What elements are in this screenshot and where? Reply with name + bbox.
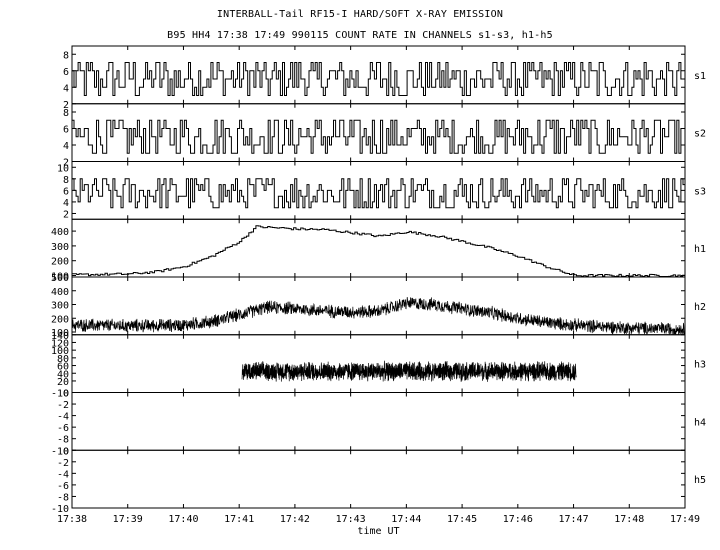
- y-tick-label-h1: 100: [51, 272, 69, 283]
- y-tick-label-h3: 60: [57, 362, 69, 373]
- y-tick-label-h2: 100: [51, 328, 69, 339]
- series-s1: [72, 62, 685, 96]
- y-tick-label-h2: 200: [51, 314, 69, 325]
- chart-title: INTERBALL-Tail RF15-I HARD/SOFT X-RAY EM…: [216, 9, 504, 20]
- y-tick-label-h5: -10: [51, 504, 69, 515]
- x-tick-label: 17:46: [503, 514, 533, 525]
- y-tick-label-h3: -10: [51, 389, 69, 400]
- y-tick-label-h2: 500: [51, 273, 69, 284]
- y-tick-label-h3: 20: [57, 377, 69, 388]
- x-tick-label: 17:44: [391, 514, 421, 525]
- panel-frame-h1: [71, 218, 686, 278]
- y-tick-label-s2: 8: [63, 108, 69, 119]
- y-tick-label-h2: 300: [51, 301, 69, 312]
- y-tick-label-s3: 4: [63, 198, 69, 209]
- y-tick-label-h3: 120: [51, 338, 69, 349]
- x-axis-label: time UT: [357, 526, 399, 537]
- y-tick-label-h3: 80: [57, 354, 69, 365]
- y-tick-label-s1: 4: [63, 83, 69, 94]
- y-tick-label-h4: -2: [57, 400, 69, 411]
- x-tick-label: 17:47: [558, 514, 588, 525]
- y-tick-label-h3: 100: [51, 346, 69, 357]
- y-tick-label-h4: -6: [57, 423, 69, 434]
- y-tick-label-h1: 200: [51, 257, 69, 268]
- y-tick-label-h4: -4: [57, 412, 69, 423]
- panel-label-h3: h3: [694, 360, 706, 371]
- panel-frame-h5: [71, 449, 686, 509]
- panel-label-s2: s2: [694, 129, 706, 140]
- y-tick-label-h5: -8: [57, 492, 69, 503]
- panel-frame-h4: [71, 392, 686, 451]
- x-tick-label: 17:43: [336, 514, 366, 525]
- y-tick-label-s1: 8: [63, 50, 69, 61]
- series-s3: [72, 178, 685, 209]
- panel-label-s3: s3: [694, 186, 706, 197]
- y-tick-label-h3: 140: [51, 331, 69, 342]
- x-tick-label: 17:42: [280, 514, 310, 525]
- y-tick-label-s2: 2: [63, 158, 69, 169]
- series-h1: [72, 225, 685, 277]
- panel-label-h2: h2: [694, 302, 706, 313]
- y-tick-label-h4: 0: [63, 389, 69, 400]
- y-tick-label-h1: 300: [51, 242, 69, 253]
- x-tick-label: 17:38: [57, 514, 87, 525]
- series-h3: [241, 360, 577, 382]
- series-s2: [72, 119, 685, 154]
- y-tick-label-s3: 8: [63, 175, 69, 186]
- x-tick-label: 17:41: [224, 514, 254, 525]
- series-h2: [71, 296, 686, 336]
- y-tick-label-s1: 6: [63, 67, 69, 78]
- y-tick-label-s3: 10: [57, 163, 69, 174]
- x-tick-label: 17:40: [168, 514, 198, 525]
- x-tick-label: 17:45: [447, 514, 477, 525]
- panel-label-h1: h1: [694, 244, 706, 255]
- y-tick-label-h4: -10: [51, 446, 69, 457]
- y-tick-label-h1: 400: [51, 227, 69, 238]
- y-tick-label-s2: 4: [63, 141, 69, 152]
- y-tick-label-s3: 6: [63, 186, 69, 197]
- y-tick-label-s1: 2: [63, 100, 69, 111]
- y-tick-label-h2: 400: [51, 287, 69, 298]
- panel-label-h5: h5: [694, 475, 706, 486]
- panel-label-s1: s1: [694, 71, 706, 82]
- x-tick-label: 17:48: [614, 514, 644, 525]
- y-tick-label-s3: 2: [63, 209, 69, 220]
- y-tick-label-h5: -6: [57, 481, 69, 492]
- panel-label-h4: h4: [694, 417, 706, 428]
- y-tick-label-h5: -4: [57, 469, 69, 480]
- y-tick-label-h4: -8: [57, 435, 69, 446]
- y-tick-label-h3: 40: [57, 369, 69, 380]
- x-tick-label: 17:39: [113, 514, 143, 525]
- y-tick-label-h5: 0: [63, 446, 69, 457]
- x-tick-label: 17:49: [670, 514, 700, 525]
- chart-subtitle: B95 HH4 17:38 17:49 990115 COUNT RATE IN…: [167, 30, 553, 41]
- y-tick-label-s2: 6: [63, 125, 69, 136]
- y-tick-label-h5: -2: [57, 458, 69, 469]
